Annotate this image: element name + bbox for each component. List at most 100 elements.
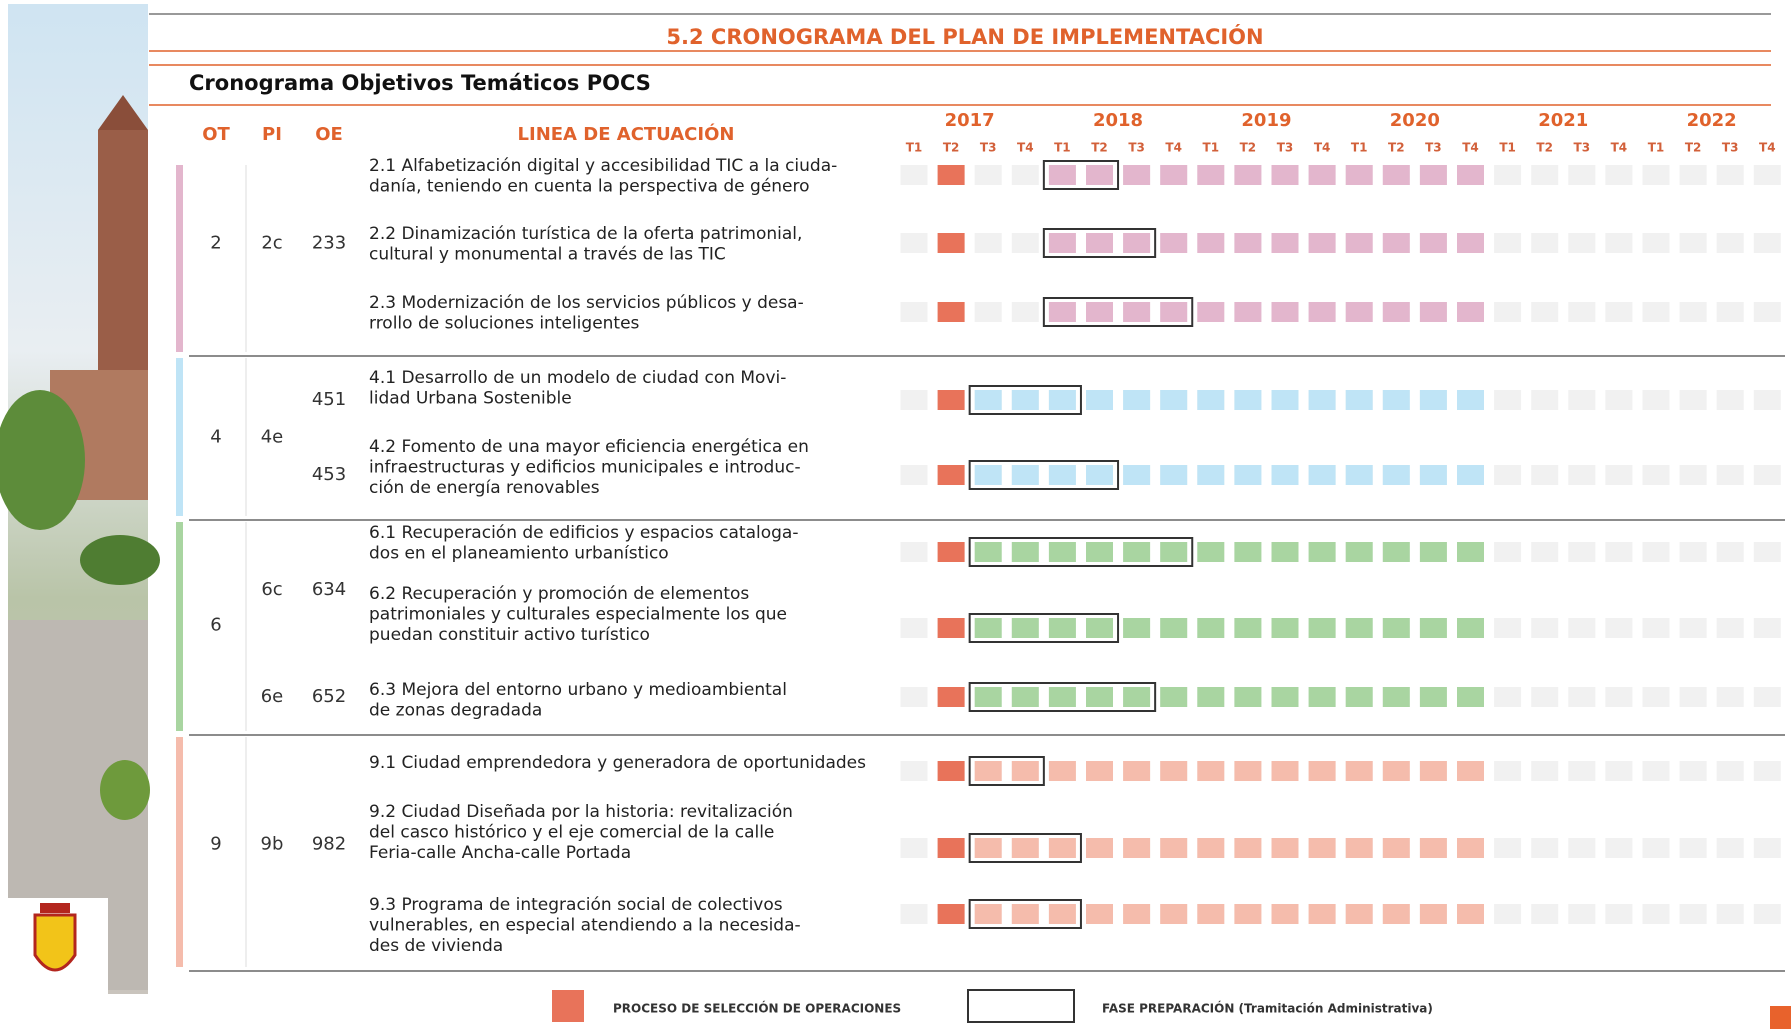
active-cell: [1308, 904, 1336, 924]
empty-cell: [1494, 233, 1522, 253]
empty-cell: [1494, 761, 1522, 781]
ot-label: 2: [210, 232, 221, 253]
active-cell: [974, 838, 1002, 858]
line-text: de zonas degradada: [369, 701, 542, 721]
active-cell: [1345, 687, 1373, 707]
empty-cell: [1679, 687, 1707, 707]
active-cell: [1197, 542, 1225, 562]
year-label: 2022: [1687, 110, 1737, 131]
active-cell: [1271, 687, 1299, 707]
empty-cell: [1011, 165, 1039, 185]
preparation-box: [968, 385, 1082, 415]
active-cell: [1234, 618, 1262, 638]
empty-cell: [1531, 390, 1559, 410]
active-cell: [1419, 542, 1447, 562]
active-cell: [1382, 165, 1410, 185]
selection-cell: [937, 761, 965, 781]
active-cell: [1271, 390, 1299, 410]
empty-cell: [1494, 465, 1522, 485]
active-cell: [1234, 761, 1262, 781]
active-cell: [1197, 165, 1225, 185]
quarter-label: T1: [1054, 141, 1071, 155]
active-cell: [1048, 904, 1076, 924]
legend-preparation-swatch: [967, 989, 1075, 1023]
active-cell: [1234, 390, 1262, 410]
empty-cell: [900, 465, 928, 485]
empty-cell: [1011, 233, 1039, 253]
empty-cell: [1011, 302, 1039, 322]
active-cell: [1419, 687, 1447, 707]
active-cell: [1234, 233, 1262, 253]
active-cell: [1345, 838, 1373, 858]
line-text: 9.1 Ciudad emprendedora y generadora de …: [369, 753, 866, 773]
line-text: 4.1 Desarrollo de un modelo de ciudad co…: [369, 368, 786, 388]
empty-cell: [1531, 838, 1559, 858]
empty-cell: [1642, 390, 1670, 410]
oe-label: 652: [312, 686, 346, 707]
empty-cell: [1531, 233, 1559, 253]
quarter-label: T3: [1574, 141, 1591, 155]
empty-cell: [1494, 302, 1522, 322]
empty-cell: [1605, 165, 1633, 185]
empty-cell: [1753, 687, 1781, 707]
active-cell: [1197, 302, 1225, 322]
active-cell: [1160, 302, 1188, 322]
active-cell: [1160, 838, 1188, 858]
empty-cell: [1494, 618, 1522, 638]
active-cell: [1197, 838, 1225, 858]
active-cell: [1011, 542, 1039, 562]
quarter-label: T1: [906, 141, 923, 155]
empty-cell: [900, 687, 928, 707]
active-cell: [974, 761, 1002, 781]
active-cell: [1048, 618, 1076, 638]
empty-cell: [1753, 233, 1781, 253]
empty-cell: [1716, 687, 1744, 707]
quarter-label: T4: [1017, 141, 1034, 155]
active-cell: [1011, 390, 1039, 410]
line-text: puedan constituir activo turístico: [369, 625, 650, 645]
active-cell: [1457, 233, 1484, 253]
oe-label: 634: [312, 579, 346, 600]
empty-cell: [1753, 390, 1781, 410]
active-cell: [1011, 838, 1039, 858]
empty-cell: [1605, 302, 1633, 322]
active-cell: [1048, 302, 1076, 322]
active-cell: [1160, 618, 1188, 638]
empty-cell: [1531, 465, 1559, 485]
active-cell: [1419, 233, 1447, 253]
active-cell: [1457, 302, 1484, 322]
active-cell: [1419, 838, 1447, 858]
active-cell: [1197, 618, 1225, 638]
empty-cell: [1605, 904, 1633, 924]
empty-cell: [1605, 618, 1633, 638]
empty-cell: [1531, 302, 1559, 322]
quarter-label: T2: [1091, 141, 1108, 155]
quarter-label: T4: [1165, 141, 1182, 155]
quarter-label: T1: [1351, 141, 1368, 155]
corner-mark: [1770, 1006, 1791, 1029]
quarter-label: T1: [1648, 141, 1665, 155]
active-cell: [1234, 302, 1262, 322]
quarter-label: T4: [1314, 141, 1331, 155]
empty-cell: [1531, 542, 1559, 562]
active-cell: [1419, 904, 1447, 924]
active-cell: [974, 542, 1002, 562]
line-text: infraestructuras y edificios municipales…: [369, 458, 801, 478]
empty-cell: [1568, 542, 1596, 562]
empty-cell: [1568, 838, 1596, 858]
active-cell: [1419, 302, 1447, 322]
line-text: patrimoniales y culturales especialmente…: [369, 605, 787, 625]
active-cell: [1160, 761, 1188, 781]
oe-label: 451: [312, 389, 346, 410]
active-cell: [1123, 165, 1151, 185]
empty-cell: [1753, 302, 1781, 322]
preparation-box: [968, 833, 1082, 863]
active-cell: [1457, 390, 1484, 410]
active-cell: [1308, 165, 1336, 185]
quarter-label: T3: [1277, 141, 1294, 155]
active-cell: [1271, 165, 1299, 185]
year-label: 2017: [945, 110, 995, 131]
active-cell: [1382, 233, 1410, 253]
empty-cell: [1494, 904, 1522, 924]
active-cell: [1345, 165, 1373, 185]
